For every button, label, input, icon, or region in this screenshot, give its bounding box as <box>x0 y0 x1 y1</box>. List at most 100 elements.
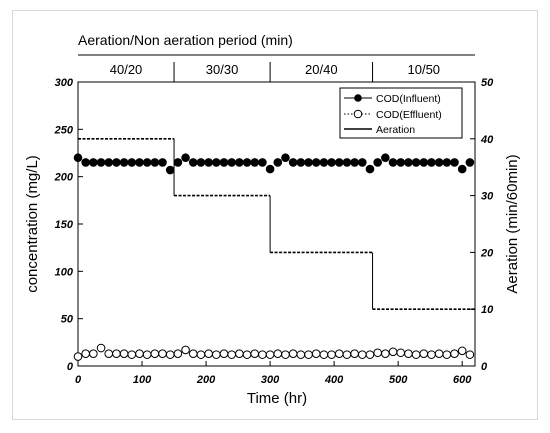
effluent-point <box>373 348 382 358</box>
effluent-point <box>212 350 221 359</box>
effluent-point <box>442 350 452 359</box>
influent-point <box>181 153 190 163</box>
influent-point <box>204 158 213 167</box>
effluent-point <box>96 343 106 353</box>
influent-point <box>388 158 398 167</box>
x-tick-label: 500 <box>389 374 408 386</box>
y-left-tick-label: 50 <box>61 314 74 326</box>
series <box>73 138 475 361</box>
effluent-point <box>365 350 375 359</box>
effluent-point <box>450 349 459 358</box>
influent-point <box>173 158 183 167</box>
legend-effluent-label: COD(Effluent) <box>376 109 442 121</box>
effluent-point <box>334 349 344 358</box>
effluent-point <box>235 349 244 358</box>
effluent-point <box>188 349 198 358</box>
x-tick-label: 300 <box>261 374 280 386</box>
x-tick-label: 600 <box>453 374 472 386</box>
y-left-tick-label: 150 <box>55 219 74 231</box>
effluent-point <box>250 349 260 358</box>
effluent-point <box>181 345 190 355</box>
influent-point <box>227 158 236 167</box>
influent-point <box>196 158 206 167</box>
effluent-point <box>227 350 236 359</box>
legend-aeration-label: Aeration <box>376 124 415 136</box>
period-label: 10/50 <box>408 62 441 77</box>
effluent-point <box>358 350 367 359</box>
effluent-point <box>158 349 167 358</box>
influent-point <box>119 158 129 167</box>
influent-point <box>342 158 352 167</box>
influent-point <box>396 158 406 167</box>
influent-point <box>296 158 306 167</box>
influent-point <box>158 158 167 167</box>
effluent-point <box>342 350 352 359</box>
period-label: 30/30 <box>206 62 239 77</box>
influent-point <box>334 158 344 167</box>
influent-point <box>273 158 283 167</box>
influent-point <box>258 158 267 167</box>
influent-point <box>288 158 298 167</box>
influent-point <box>327 158 336 167</box>
legend-effluent-marker <box>353 109 363 119</box>
influent-point <box>381 153 390 163</box>
x-tick-label: 100 <box>133 374 152 386</box>
effluent-point <box>265 350 275 359</box>
y-left-tick-label: 0 <box>67 361 74 373</box>
effluent-point <box>350 349 359 358</box>
influent-point <box>127 158 137 167</box>
axes: 0 100 200 300 400 500 600 0 50 100 150 200 250 300 0 10… <box>54 77 494 386</box>
effluent-point <box>273 349 283 358</box>
effluent-point <box>411 350 421 359</box>
effluent-point <box>427 350 436 359</box>
influent-point <box>358 158 367 167</box>
period-labels: 40/20 30/30 20/40 10/50 <box>110 62 440 82</box>
influent-point <box>457 164 467 174</box>
effluent-point <box>304 350 313 359</box>
effluent-point <box>296 350 306 359</box>
y-left-tick-label: 200 <box>54 172 74 184</box>
influent-point <box>150 158 160 167</box>
influent-point <box>219 158 229 167</box>
effluent-point <box>388 347 398 357</box>
effluent-point <box>311 349 321 358</box>
influent-point <box>404 158 413 167</box>
y-right-tick-label: 10 <box>481 304 494 316</box>
effluent-point <box>150 349 160 358</box>
y-axis-left-label: concentration (mg/L) <box>24 155 41 293</box>
effluent-point <box>112 349 121 358</box>
effluent-point <box>465 350 475 359</box>
legend: COD(Influent) COD(Effluent) Aeration <box>339 87 463 139</box>
y-right-tick-label: 30 <box>481 191 494 203</box>
y-right-tick-label: 0 <box>481 361 488 373</box>
legend-influent-label: COD(Influent) <box>376 93 441 105</box>
effluent-point <box>281 350 290 359</box>
influent-point <box>112 158 121 167</box>
y-left-tick-label: 100 <box>55 266 74 278</box>
influent-point <box>319 158 329 167</box>
influent-point <box>135 158 144 167</box>
influent-point <box>188 158 198 167</box>
influent-point <box>350 158 359 167</box>
influent-point <box>165 165 175 175</box>
effluent-point <box>104 349 114 358</box>
legend-influent-marker <box>354 94 362 102</box>
effluent-point <box>196 350 206 359</box>
period-label: 40/20 <box>110 62 143 77</box>
effluent-point <box>73 352 83 361</box>
influent-point <box>419 158 429 167</box>
influent-point <box>442 158 452 167</box>
effluent-point <box>419 349 429 358</box>
influent-point <box>212 158 221 167</box>
influent-point <box>411 158 421 167</box>
effluent-point <box>434 349 444 358</box>
y-right-tick-label: 40 <box>480 134 494 146</box>
influent-point <box>427 158 436 167</box>
influent-point <box>242 158 252 167</box>
influent-point <box>311 158 321 167</box>
x-tick-label: 400 <box>324 374 344 386</box>
effluent-point <box>396 348 406 358</box>
influent-point <box>96 158 106 167</box>
effluent-point <box>127 350 137 359</box>
